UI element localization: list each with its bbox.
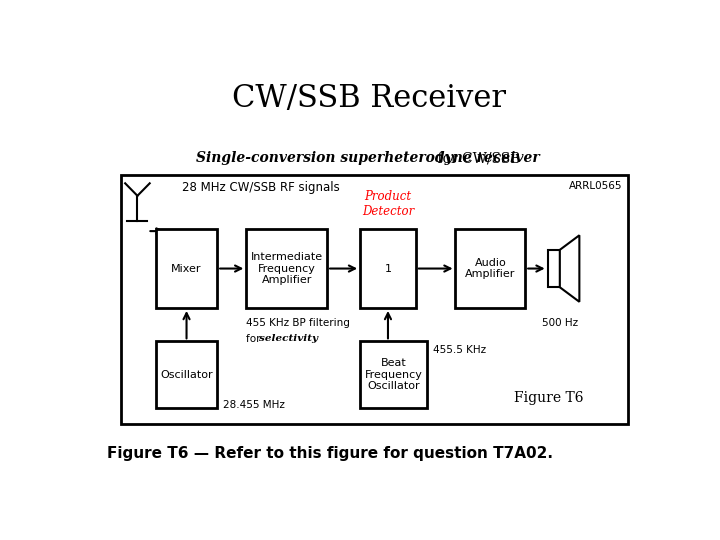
Text: Intermediate
Frequency
Amplifier: Intermediate Frequency Amplifier [251, 252, 323, 285]
Bar [121, 175, 629, 424]
Text: ARRL0565: ARRL0565 [570, 181, 623, 191]
Text: Oscillator: Oscillator [161, 369, 213, 380]
Text: 455 KHz BP filtering: 455 KHz BP filtering [246, 319, 350, 328]
Bar [156, 341, 217, 408]
Text: Figure T6 — Refer to this figure for question T7A02.: Figure T6 — Refer to this figure for que… [107, 446, 553, 461]
Text: Mixer: Mixer [171, 264, 202, 274]
Text: Audio
Amplifier: Audio Amplifier [465, 258, 516, 279]
Bar [246, 229, 327, 308]
Text: Figure T6: Figure T6 [514, 391, 584, 405]
Bar [360, 341, 427, 408]
Text: 28 MHz CW/SSB RF signals: 28 MHz CW/SSB RF signals [182, 181, 340, 194]
Bar [547, 250, 560, 287]
Text: 455.5 KHz: 455.5 KHz [433, 346, 486, 355]
Text: 1: 1 [384, 264, 392, 274]
Text: Single-conversion superheterodyne receiver: Single-conversion superheterodyne receiv… [196, 151, 540, 165]
Text: 28.455 MHz: 28.455 MHz [222, 400, 284, 409]
Text: 500 Hz: 500 Hz [542, 319, 578, 328]
Text: Beat
Frequency
Oscillator: Beat Frequency Oscillator [364, 358, 423, 391]
Bar [156, 229, 217, 308]
Polygon shape [560, 235, 580, 302]
Bar [360, 229, 416, 308]
Text: selectivity: selectivity [258, 334, 318, 343]
Text: Product
Detector: Product Detector [362, 190, 414, 218]
Text: for: for [246, 334, 264, 344]
Text: for CW/SSB: for CW/SSB [433, 151, 521, 165]
Bar [456, 229, 526, 308]
Text: CW/SSB Receiver: CW/SSB Receiver [232, 83, 506, 113]
